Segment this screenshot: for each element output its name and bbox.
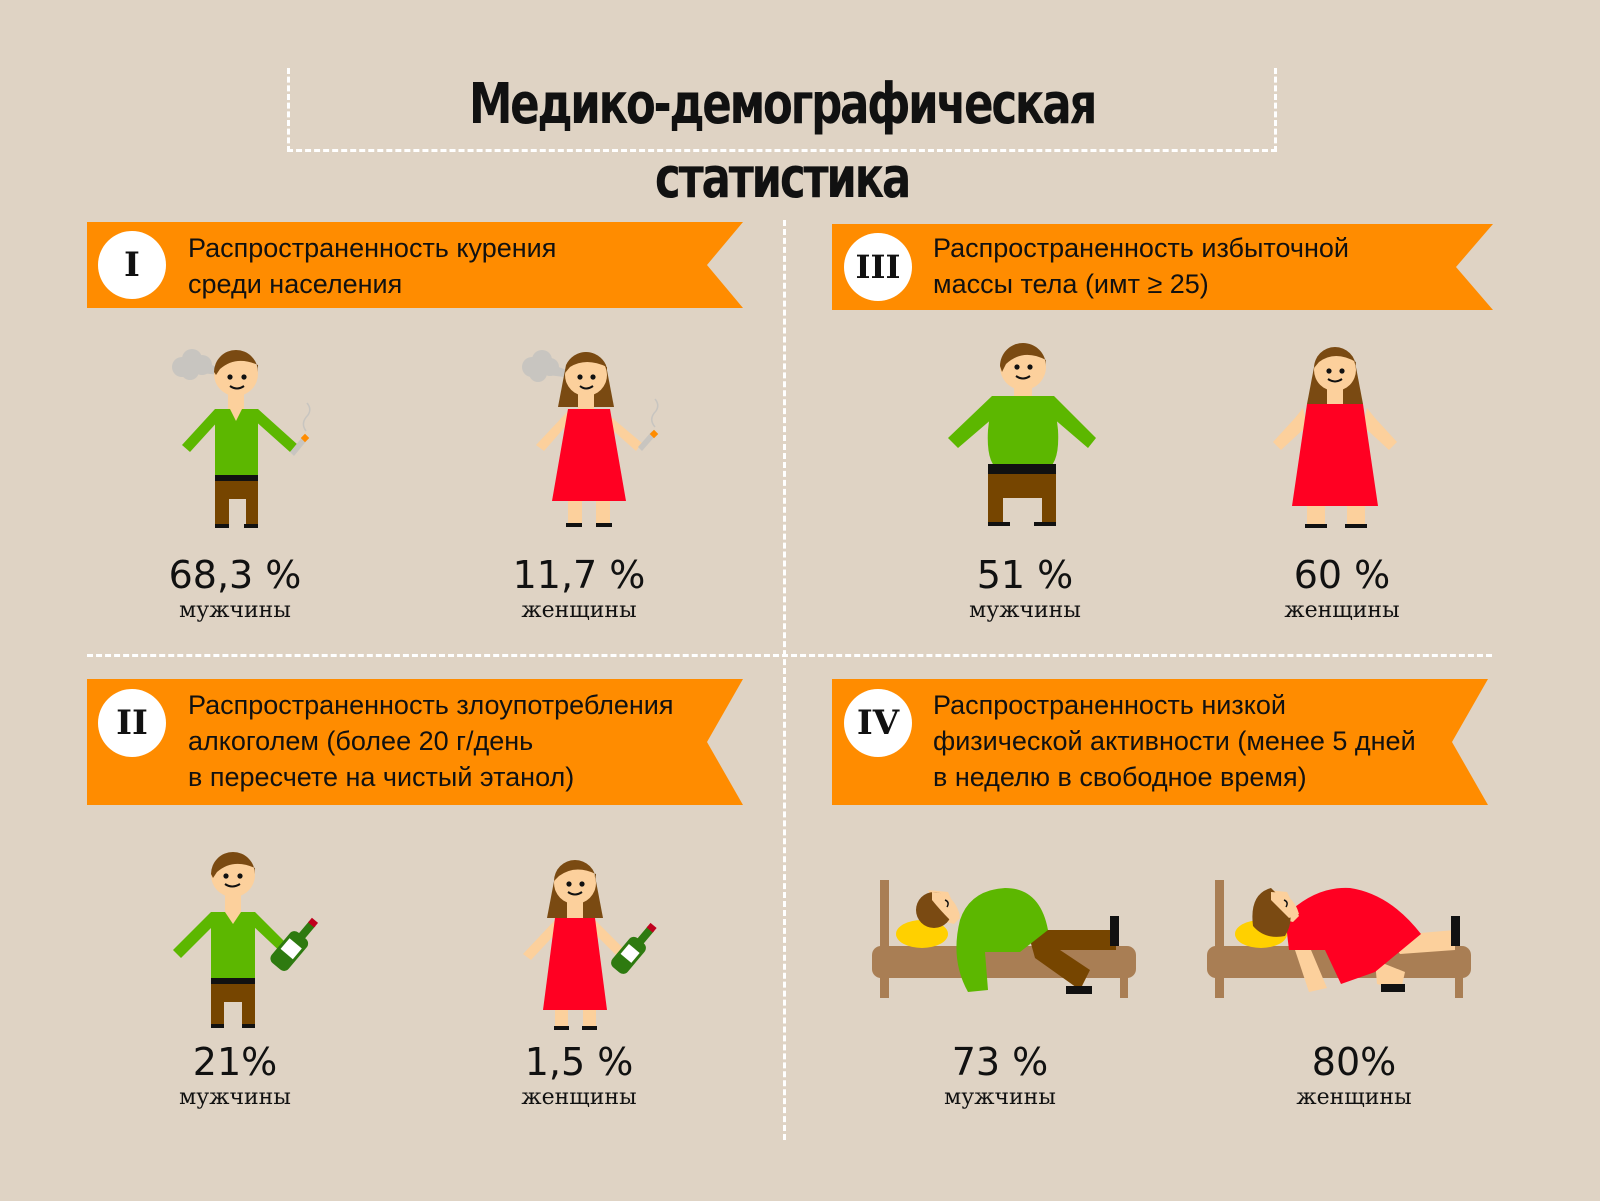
man-lying-in-bed-icon xyxy=(872,880,1136,998)
stat-label: мужчины xyxy=(179,598,291,623)
stat-men-alcohol: 21% мужчины xyxy=(115,1040,355,1112)
stat-value: 51 % xyxy=(976,553,1074,597)
section-title: Распространенность злоупотребления алког… xyxy=(188,690,674,792)
woman-smoking-icon xyxy=(522,350,659,527)
section-title: Распространенность низкой физической акт… xyxy=(933,690,1416,792)
stat-value: 11,7 % xyxy=(512,553,646,597)
numeral-badge: I xyxy=(98,231,166,299)
stat-women-overweight: 60 % женщины xyxy=(1222,553,1462,625)
stat-label: мужчины xyxy=(944,1085,1056,1110)
woman-lying-in-bed-icon xyxy=(1207,880,1471,998)
man-alcohol-icon xyxy=(173,852,319,1028)
man-smoking-icon xyxy=(172,349,311,528)
stat-men-low-activity: 73 % мужчины xyxy=(880,1040,1120,1112)
woman-alcohol-icon xyxy=(523,860,657,1030)
stat-value: 80% xyxy=(1311,1040,1397,1084)
banner-ribbon-shape xyxy=(832,679,1488,805)
vertical-divider xyxy=(783,220,786,1140)
page-title: Медико-демографическая статистика xyxy=(468,72,1097,211)
numeral-badge: III xyxy=(844,233,912,301)
banner-ribbon-shape xyxy=(87,679,743,805)
horizontal-divider xyxy=(87,654,1492,657)
stat-label: женщины xyxy=(521,1085,637,1110)
banner-ribbon-shape xyxy=(832,224,1493,310)
man-overweight-icon xyxy=(948,343,1096,526)
stat-label: женщины xyxy=(1284,598,1400,623)
stat-women-low-activity: 80% женщины xyxy=(1234,1040,1474,1112)
banner-section-3: III Распространенность избыточной массы … xyxy=(832,224,1493,310)
stat-men-overweight: 51 % мужчины xyxy=(905,553,1145,625)
woman-overweight-icon xyxy=(1273,347,1397,528)
stat-label: мужчины xyxy=(969,598,1081,623)
stat-label: женщины xyxy=(1296,1085,1412,1110)
banner-section-2: II Распространенность злоупотребления ал… xyxy=(87,679,743,805)
stat-value: 21% xyxy=(192,1040,278,1084)
stat-value: 60 % xyxy=(1293,553,1391,597)
banner-ribbon-shape xyxy=(87,222,743,308)
title-frame: Медико-демографическая статистика xyxy=(287,68,1277,211)
stat-women-alcohol: 1,5 % женщины xyxy=(459,1040,699,1112)
numeral-badge: II xyxy=(98,689,166,757)
banner-section-1: I Распространенность курения среди насел… xyxy=(87,222,743,308)
stat-value: 73 % xyxy=(951,1040,1049,1084)
stat-men-smoking: 68,3 % мужчины xyxy=(115,553,355,625)
banner-section-4: IV Распространенность низкой физической … xyxy=(832,679,1488,805)
stat-label: мужчины xyxy=(179,1085,291,1110)
section-title: Распространенность избыточной массы тела… xyxy=(933,233,1349,299)
stat-label: женщины xyxy=(521,598,637,623)
section-title: Распространенность курения среди населен… xyxy=(188,233,557,299)
numeral-badge: IV xyxy=(844,689,912,757)
stat-women-smoking: 11,7 % женщины xyxy=(459,553,699,625)
stat-value: 68,3 % xyxy=(168,553,302,597)
stat-value: 1,5 % xyxy=(524,1040,634,1084)
